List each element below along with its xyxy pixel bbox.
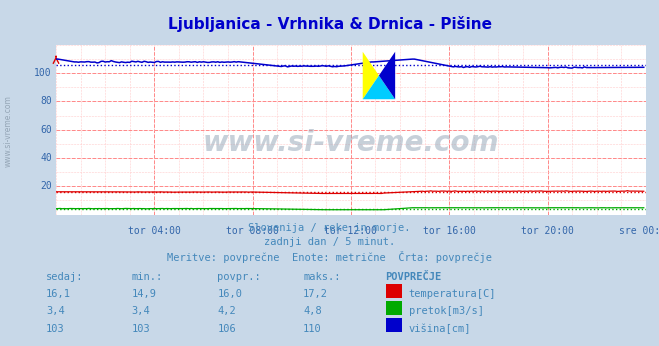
Text: povpr.:: povpr.: — [217, 272, 261, 282]
Text: 3,4: 3,4 — [132, 306, 150, 316]
Text: 60: 60 — [40, 125, 52, 135]
Text: min.:: min.: — [132, 272, 163, 282]
Text: www.si-vreme.com: www.si-vreme.com — [3, 95, 13, 167]
Polygon shape — [362, 75, 395, 99]
Polygon shape — [362, 52, 379, 99]
Text: pretok[m3/s]: pretok[m3/s] — [409, 306, 484, 316]
Text: 17,2: 17,2 — [303, 289, 328, 299]
Text: 14,9: 14,9 — [132, 289, 157, 299]
Text: sedaj:: sedaj: — [46, 272, 84, 282]
Text: tor 16:00: tor 16:00 — [423, 226, 476, 236]
Text: 20: 20 — [40, 181, 52, 191]
Text: www.si-vreme.com: www.si-vreme.com — [203, 129, 499, 157]
Text: višina[cm]: višina[cm] — [409, 324, 471, 334]
Text: tor 08:00: tor 08:00 — [226, 226, 279, 236]
Text: Slovenija / reke in morje.: Slovenija / reke in morje. — [248, 223, 411, 233]
Text: tor 20:00: tor 20:00 — [521, 226, 574, 236]
Text: tor 04:00: tor 04:00 — [128, 226, 181, 236]
Text: 103: 103 — [132, 324, 150, 334]
Text: Meritve: povprečne  Enote: metrične  Črta: povprečje: Meritve: povprečne Enote: metrične Črta:… — [167, 251, 492, 263]
Text: maks.:: maks.: — [303, 272, 341, 282]
Text: tor 12:00: tor 12:00 — [324, 226, 378, 236]
Text: temperatura[C]: temperatura[C] — [409, 289, 496, 299]
Text: zadnji dan / 5 minut.: zadnji dan / 5 minut. — [264, 237, 395, 247]
Text: 80: 80 — [40, 97, 52, 107]
Text: sre 00:00: sre 00:00 — [619, 226, 659, 236]
Text: 106: 106 — [217, 324, 236, 334]
Text: 110: 110 — [303, 324, 322, 334]
Text: Ljubljanica - Vrhnika & Drnica - Pišine: Ljubljanica - Vrhnika & Drnica - Pišine — [167, 16, 492, 31]
Text: 4,8: 4,8 — [303, 306, 322, 316]
Polygon shape — [379, 52, 395, 99]
Text: 4,2: 4,2 — [217, 306, 236, 316]
Text: 16,0: 16,0 — [217, 289, 243, 299]
Text: 16,1: 16,1 — [46, 289, 71, 299]
Text: 103: 103 — [46, 324, 65, 334]
Text: POVPREČJE: POVPREČJE — [386, 272, 442, 282]
Text: 3,4: 3,4 — [46, 306, 65, 316]
Text: 40: 40 — [40, 153, 52, 163]
Text: 100: 100 — [34, 68, 52, 78]
